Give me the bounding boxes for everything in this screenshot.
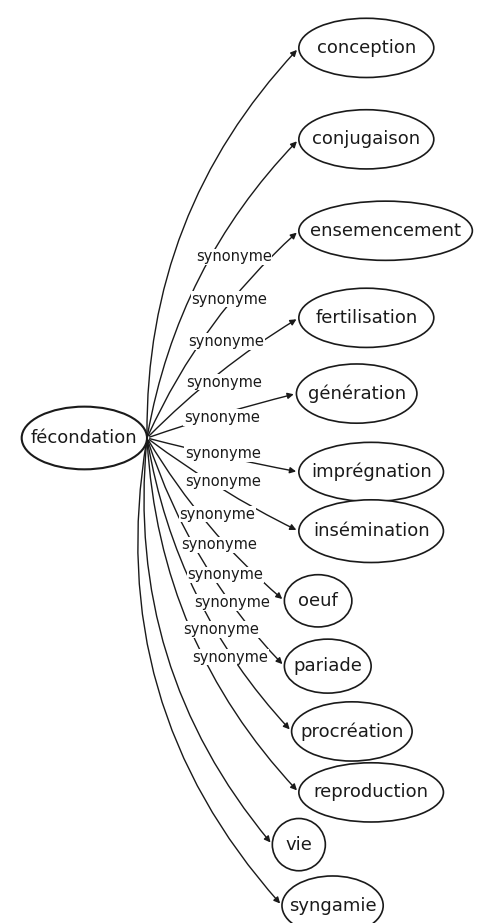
Ellipse shape [284, 575, 352, 627]
Ellipse shape [272, 819, 325, 870]
Text: synonyme: synonyme [186, 473, 261, 489]
Text: génération: génération [308, 384, 406, 402]
FancyArrowPatch shape [147, 440, 289, 728]
Text: insémination: insémination [313, 522, 429, 540]
Text: synonyme: synonyme [182, 537, 257, 552]
Text: oeuf: oeuf [298, 592, 338, 610]
Ellipse shape [299, 442, 443, 501]
FancyArrowPatch shape [148, 440, 281, 663]
Ellipse shape [296, 364, 417, 423]
Ellipse shape [284, 639, 371, 693]
Text: synonyme: synonyme [191, 292, 267, 306]
Ellipse shape [292, 701, 412, 761]
FancyArrowPatch shape [147, 142, 296, 436]
Text: synonyme: synonyme [180, 507, 255, 521]
FancyArrowPatch shape [138, 440, 279, 903]
FancyArrowPatch shape [149, 393, 292, 438]
FancyArrowPatch shape [147, 51, 296, 436]
Ellipse shape [22, 407, 147, 469]
Text: synonyme: synonyme [184, 410, 260, 425]
FancyArrowPatch shape [148, 440, 281, 598]
Text: synonyme: synonyme [194, 595, 270, 610]
Ellipse shape [299, 288, 434, 347]
Text: synonyme: synonyme [187, 568, 263, 582]
Ellipse shape [299, 201, 472, 260]
FancyArrowPatch shape [149, 439, 295, 529]
Text: conjugaison: conjugaison [312, 130, 420, 149]
Ellipse shape [299, 18, 434, 78]
Text: syngamie: syngamie [289, 896, 376, 915]
Text: conception: conception [317, 39, 416, 57]
Ellipse shape [282, 876, 383, 923]
Text: synonyme: synonyme [188, 334, 264, 349]
FancyArrowPatch shape [150, 438, 295, 473]
Text: fertilisation: fertilisation [315, 309, 417, 327]
Text: imprégnation: imprégnation [311, 462, 431, 481]
Ellipse shape [299, 500, 443, 562]
Text: fécondation: fécondation [31, 429, 138, 447]
Ellipse shape [299, 110, 434, 169]
Text: procréation: procréation [300, 722, 403, 740]
FancyArrowPatch shape [147, 441, 296, 789]
Text: ensemencement: ensemencement [310, 222, 461, 240]
Text: pariade: pariade [294, 657, 362, 675]
Text: synonyme: synonyme [185, 446, 261, 462]
Text: synonyme: synonyme [184, 622, 259, 637]
Text: reproduction: reproduction [314, 784, 428, 801]
Text: synonyme: synonyme [192, 650, 268, 665]
Ellipse shape [299, 762, 443, 822]
Text: synonyme: synonyme [186, 375, 262, 390]
Text: synonyme: synonyme [196, 249, 272, 264]
FancyArrowPatch shape [144, 441, 269, 841]
Text: vie: vie [285, 835, 312, 854]
FancyArrowPatch shape [149, 320, 295, 436]
FancyArrowPatch shape [148, 234, 295, 436]
